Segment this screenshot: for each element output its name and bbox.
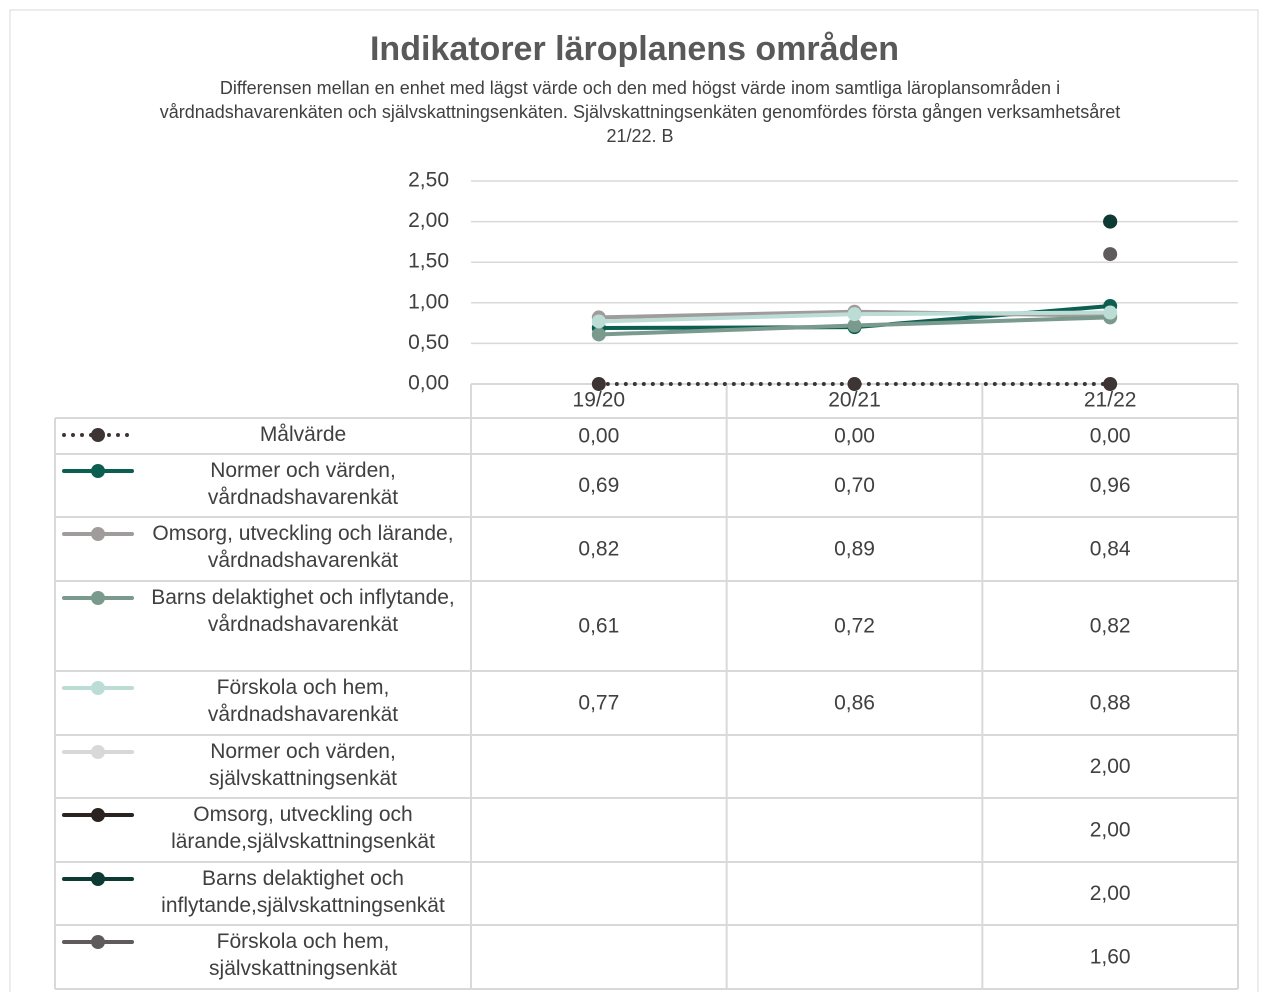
table-value: 0,00 bbox=[1090, 425, 1131, 448]
table-value: 0,82 bbox=[578, 538, 619, 561]
table-value: 0,88 bbox=[1090, 692, 1131, 715]
legend-label: Omsorg, utveckling och lärande,självskat… bbox=[171, 803, 435, 853]
legend-label: Förskola och hem, självskattningsenkät bbox=[209, 930, 397, 980]
legend-label: Normer och värden, vårdnadshavarenkät bbox=[207, 459, 399, 509]
y-tick-label: 0,00 bbox=[408, 372, 449, 395]
legend-marker bbox=[91, 808, 105, 822]
legend-marker bbox=[91, 681, 105, 695]
table-value: 2,00 bbox=[1090, 755, 1131, 778]
table-value: 0,61 bbox=[578, 615, 619, 638]
data-point bbox=[847, 377, 862, 391]
chart-border bbox=[9, 9, 1259, 992]
table-value: 0,84 bbox=[1090, 538, 1131, 561]
x-tick-label: 21/22 bbox=[1084, 389, 1137, 412]
table-value: 0,77 bbox=[578, 692, 619, 715]
table-value: 1,60 bbox=[1090, 946, 1131, 969]
y-tick-label: 2,00 bbox=[408, 209, 449, 232]
legend-marker bbox=[91, 935, 105, 949]
x-tick-label: 20/21 bbox=[828, 389, 881, 412]
y-tick-label: 2,50 bbox=[408, 169, 449, 192]
data-point bbox=[1103, 214, 1118, 229]
chart-title: Indikatorer läroplanens områden bbox=[369, 30, 900, 68]
legend-label: Förskola och hem, vårdnadshavarenkät bbox=[207, 676, 399, 726]
legend-label: Barns delaktighet och inflytande,självsk… bbox=[161, 867, 445, 917]
data-point bbox=[847, 307, 862, 322]
data-point bbox=[1103, 305, 1118, 320]
table-value: 0,00 bbox=[578, 425, 619, 448]
legend-marker bbox=[91, 745, 105, 759]
legend-marker bbox=[91, 872, 105, 886]
table-value: 0,00 bbox=[834, 425, 875, 448]
data-point bbox=[1103, 377, 1118, 391]
x-tick-label: 19/20 bbox=[573, 389, 626, 412]
table-value: 2,00 bbox=[1090, 882, 1131, 905]
legend-marker bbox=[91, 591, 105, 605]
legend-label: Barns delaktighet och inflytande, vårdna… bbox=[151, 586, 455, 636]
data-point bbox=[1103, 247, 1118, 262]
table-value: 0,82 bbox=[1090, 615, 1131, 638]
y-tick-label: 1,50 bbox=[408, 250, 449, 273]
legend-marker bbox=[91, 464, 105, 478]
legend-label: Omsorg, utveckling och lärande, vårdnads… bbox=[152, 522, 454, 572]
data-point bbox=[591, 314, 606, 329]
data-point bbox=[847, 318, 862, 333]
y-tick-label: 1,00 bbox=[408, 290, 449, 313]
table-value: 0,86 bbox=[834, 692, 875, 715]
chart-subtitle: Differensen mellan en enhet med lägst vä… bbox=[159, 78, 1121, 146]
legend-label: Målvärde bbox=[259, 423, 347, 446]
table-value: 2,00 bbox=[1090, 819, 1131, 842]
legend-marker bbox=[91, 428, 105, 442]
table-value: 0,72 bbox=[834, 615, 875, 638]
table-value: 0,96 bbox=[1090, 474, 1131, 497]
table-value: 0,70 bbox=[834, 474, 875, 497]
legend-label: Normer och värden, självskattningsenkät bbox=[209, 740, 397, 790]
table-value: 0,69 bbox=[578, 474, 619, 497]
y-tick-label: 0,50 bbox=[408, 331, 449, 354]
legend-marker bbox=[91, 527, 105, 541]
data-point bbox=[591, 327, 606, 342]
data-point bbox=[591, 377, 606, 391]
table-value: 0,89 bbox=[834, 538, 875, 561]
